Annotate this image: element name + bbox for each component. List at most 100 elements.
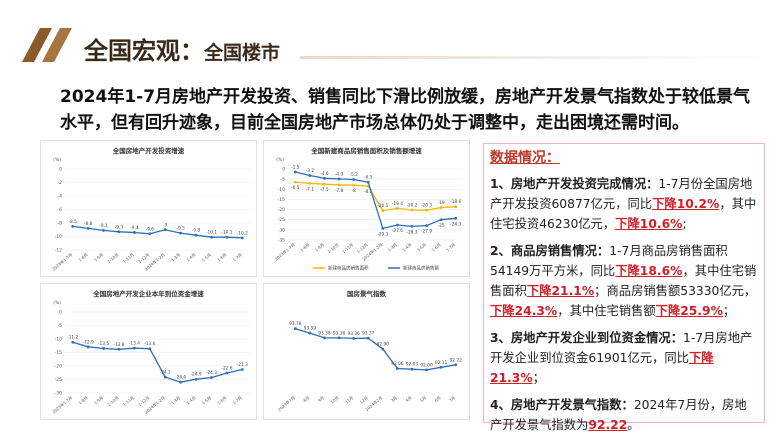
point bbox=[293, 180, 297, 184]
item-title: 2、商品房销售情况： bbox=[490, 244, 610, 258]
x-tick-label: 1-3月 bbox=[170, 395, 181, 406]
value-label: -3.2 bbox=[306, 168, 315, 174]
value-label: 92.00 bbox=[420, 362, 433, 368]
point bbox=[163, 228, 167, 232]
chart-title: 全国房地产开发企业本年到位资金增速 bbox=[92, 289, 204, 298]
point bbox=[439, 365, 443, 369]
chart: 全国房地产开发企业本年到位资金增速 (%) 0 -5 -10 -15 -20 -25 -3020… bbox=[51, 289, 250, 415]
point bbox=[240, 368, 244, 371]
value-label: -8 bbox=[351, 188, 356, 194]
value-label: 93.59 bbox=[304, 326, 317, 332]
item-text: ； bbox=[722, 304, 736, 318]
chart-title: 国房景气指数 bbox=[347, 289, 387, 298]
value-label: -4.6 bbox=[320, 171, 329, 177]
point bbox=[352, 178, 356, 181]
value-label: -10.1 bbox=[221, 230, 232, 236]
value-label: -24.9 bbox=[190, 372, 201, 378]
y-tick-label: -15 bbox=[55, 350, 62, 356]
x-tick-label: 6月 bbox=[434, 395, 442, 403]
series-line bbox=[72, 225, 243, 239]
point bbox=[366, 180, 370, 184]
highlight: 下降10.6% bbox=[615, 217, 683, 231]
value-label: -24.3 bbox=[206, 370, 217, 376]
header-rule bbox=[300, 56, 780, 59]
y-tick-label: -12 bbox=[55, 248, 62, 254]
point bbox=[352, 336, 356, 340]
point bbox=[308, 174, 312, 177]
value-label: -13.8 bbox=[113, 342, 124, 348]
x-tick-label: 1-7月 bbox=[232, 252, 243, 263]
point bbox=[194, 377, 198, 381]
point bbox=[179, 380, 183, 384]
x-tick-label: 1-7月 bbox=[232, 395, 243, 406]
value-label: -9.5 bbox=[176, 226, 185, 232]
point bbox=[71, 340, 75, 344]
point bbox=[366, 336, 370, 340]
value-label: -7.5 bbox=[320, 187, 329, 193]
y-tick-label: -8 bbox=[58, 221, 63, 227]
panel-item: 4、房地产开发景气指数：2024年7月份，房地产开发景气指数为92.22。 bbox=[490, 395, 758, 435]
point bbox=[86, 227, 90, 230]
x-tick-label: 1-3月 bbox=[170, 252, 181, 263]
y-tick-label: -20 bbox=[278, 207, 285, 213]
y-tick-label: -6 bbox=[58, 207, 63, 213]
header: 全国宏观：全国楼市 bbox=[84, 31, 280, 66]
x-tick-label: 12月 bbox=[359, 395, 369, 405]
point bbox=[395, 367, 399, 370]
point bbox=[337, 183, 341, 187]
value-label: -21.3 bbox=[237, 362, 248, 368]
x-tick-label: 9月 bbox=[317, 395, 325, 403]
x-tick-label: 10月 bbox=[330, 395, 340, 405]
x-tick-label: 11月 bbox=[344, 395, 354, 405]
x-tick-label: 1-3月 bbox=[387, 242, 398, 253]
item-text: 2024年7月份，房地产开发景气指数为 bbox=[490, 398, 747, 432]
x-tick-label: 1-4月 bbox=[401, 242, 412, 253]
value-label: 93.78 bbox=[289, 321, 302, 327]
item-title: 4、房地产开发景气指数： bbox=[490, 398, 634, 412]
point bbox=[117, 347, 121, 351]
highlight: 下降21.3% bbox=[490, 351, 714, 385]
point bbox=[163, 375, 167, 379]
legend-label: 新建商品房销售面积 bbox=[328, 265, 369, 272]
x-tick-label: 1-11月 bbox=[122, 395, 135, 407]
point bbox=[439, 206, 443, 209]
y-tick-label: -5 bbox=[58, 323, 63, 329]
panel-item: 2、商品房销售情况：1-7月商品房销售面积54149万平方米，同比下降18.6%… bbox=[490, 241, 758, 321]
point bbox=[308, 182, 312, 185]
chart-box: 全国房地产开发投资增速 (%) 0 -2 -4 -6 -8 -10 -12 2023年1-7月 1-… bbox=[40, 140, 257, 277]
point bbox=[425, 224, 428, 227]
highlight: 下降10.2% bbox=[652, 197, 720, 211]
value-label: 92.22 bbox=[450, 357, 463, 363]
x-tick-label: 1-9月 bbox=[93, 395, 104, 406]
value-label: -28.3 bbox=[406, 229, 417, 235]
x-tick-label: 1-4月 bbox=[185, 395, 196, 406]
y-tick-label: -2 bbox=[58, 180, 63, 186]
header-decoration bbox=[22, 28, 780, 62]
highlight: 下降18.6% bbox=[615, 264, 683, 278]
point bbox=[148, 347, 152, 351]
point bbox=[71, 224, 75, 228]
point bbox=[395, 206, 399, 210]
highlight: 92.22 bbox=[588, 418, 628, 432]
point bbox=[439, 218, 443, 222]
x-tick-label: 4月 bbox=[404, 395, 412, 403]
point bbox=[117, 230, 121, 234]
item-text: 1-7月份全国房地产开发投资60877亿元，同比 bbox=[490, 177, 753, 211]
y-tick-label: 0 bbox=[59, 310, 62, 316]
x-tick-label: 1-4月 bbox=[185, 252, 196, 263]
x-tick-label: 8月 bbox=[302, 395, 310, 403]
value-label: -9 bbox=[163, 222, 168, 228]
x-tick-label: 2023年1-7月 bbox=[51, 251, 74, 271]
x-tick-label: 1-11月 bbox=[341, 242, 354, 254]
y-tick-label: -10 bbox=[55, 337, 62, 343]
x-tick-label: 2023年1-7月 bbox=[273, 241, 296, 261]
series-line bbox=[295, 181, 456, 212]
panel-item: 1、房地产开发投资完成情况：1-7月份全国房地产开发投资60877亿元，同比下降… bbox=[490, 174, 758, 234]
x-tick-label: 1-8月 bbox=[77, 395, 88, 406]
y-tick-label: -25 bbox=[55, 377, 62, 383]
x-tick-label: 1-5月 bbox=[201, 395, 212, 406]
series-line bbox=[295, 328, 456, 371]
item-title: 1、房地产开发投资完成情况： bbox=[490, 177, 659, 191]
value-label: 93.36 bbox=[347, 331, 360, 337]
